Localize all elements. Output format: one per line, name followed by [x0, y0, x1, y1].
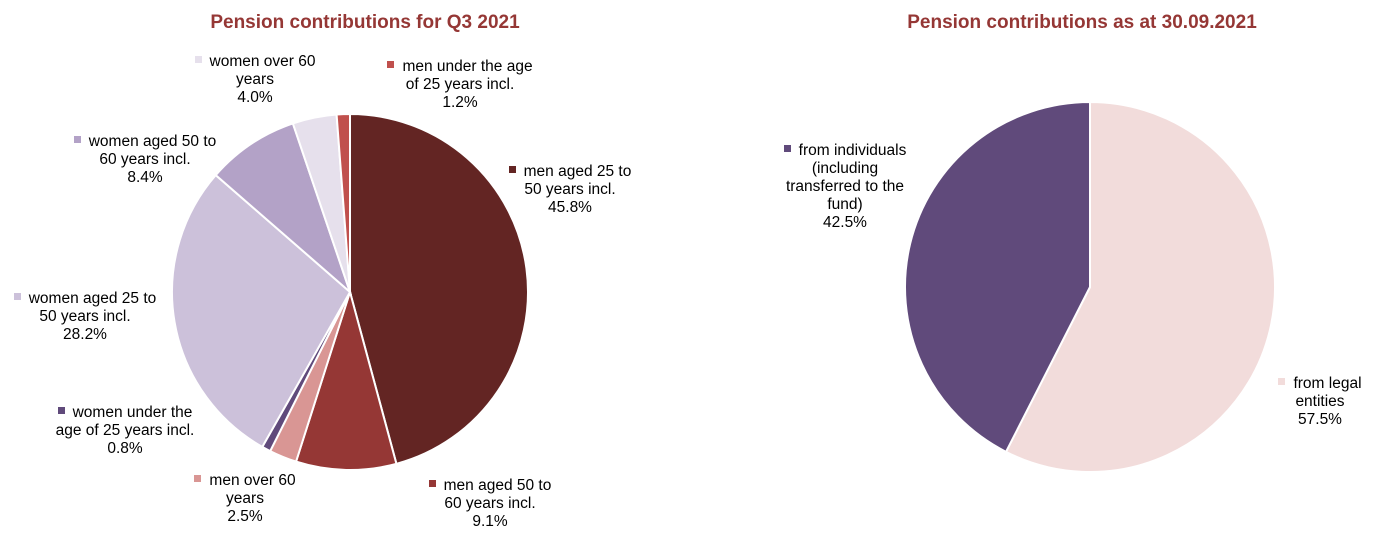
pie-slice — [904, 100, 1091, 454]
legend-marker — [1278, 378, 1286, 386]
legend-marker — [194, 475, 202, 483]
value-label: 42.5% — [823, 214, 867, 231]
value-label: 57.5% — [1298, 411, 1342, 428]
legend-marker — [783, 145, 791, 153]
value-label: 45.8% — [548, 199, 592, 216]
category-label: women under the age of 25 years incl. — [55, 404, 195, 439]
legend-marker — [428, 480, 436, 488]
slice-label: from legal entities 57.5% — [1275, 375, 1365, 429]
category-label: men aged 50 to 60 years incl. — [443, 477, 552, 512]
category-label: from individuals (including transferred … — [785, 142, 907, 213]
value-label: 0.8% — [107, 440, 143, 457]
value-label: 28.2% — [63, 326, 107, 343]
category-label: men under the age of 25 years incl. — [402, 58, 533, 93]
slice-label: men under the age of 25 years incl. 1.2% — [385, 58, 535, 112]
category-label: women aged 50 to 60 years incl. — [88, 133, 217, 168]
slice-label: women aged 50 to 60 years incl. 8.4% — [70, 133, 220, 187]
value-label: 4.0% — [237, 89, 273, 106]
slice-label: women over 60 years 4.0% — [190, 53, 320, 107]
slice-label: women under the age of 25 years incl. 0.8… — [45, 404, 205, 458]
pie-slice — [1004, 100, 1276, 473]
legend-marker — [73, 136, 81, 144]
value-label: 8.4% — [127, 169, 163, 186]
category-label: women aged 25 to 50 years incl. — [28, 290, 157, 325]
pie-slice — [335, 112, 351, 293]
category-label: women over 60 years — [209, 53, 316, 88]
chart-title: Pension contributions for Q3 2021 — [210, 12, 520, 33]
legend-marker — [13, 293, 21, 301]
legend-marker — [194, 56, 202, 64]
legend-marker — [508, 166, 516, 174]
pie-slice — [294, 288, 398, 471]
slice-label: men aged 25 to 50 years incl. 45.8% — [505, 163, 635, 217]
category-label: from legal entities — [1293, 375, 1362, 410]
category-label: men aged 25 to 50 years incl. — [523, 163, 632, 198]
pie-slice — [214, 122, 353, 296]
slice-label: women aged 25 to 50 years incl. 28.2% — [10, 290, 160, 344]
legend-marker — [387, 61, 395, 69]
value-label: 1.2% — [442, 94, 478, 111]
slice-label: men aged 50 to 60 years incl. 9.1% — [420, 477, 560, 531]
chart-title: Pension contributions as at 30.09.2021 — [907, 12, 1257, 33]
slice-label: from individuals (including transferred … — [775, 142, 915, 232]
slice-label: men over 60 years 2.5% — [185, 472, 305, 526]
value-label: 2.5% — [227, 508, 263, 525]
category-label: men over 60 years — [209, 472, 296, 507]
pie-slice — [349, 112, 529, 466]
pie-slice — [171, 173, 352, 449]
legend-marker — [57, 407, 65, 415]
value-label: 9.1% — [472, 513, 508, 530]
